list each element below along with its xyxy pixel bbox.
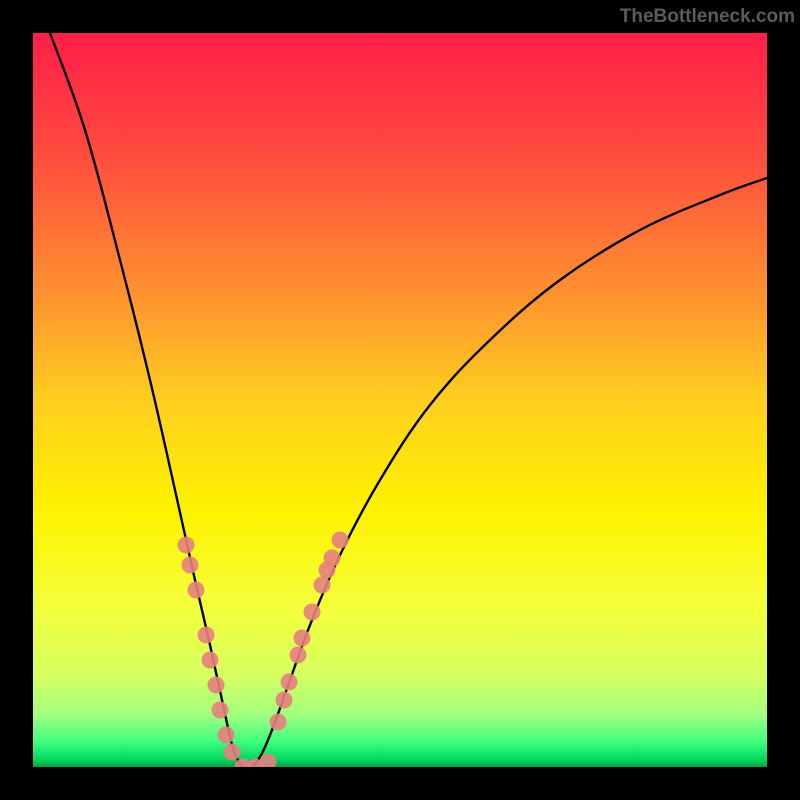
data-marker: [332, 532, 349, 549]
chart-svg: TheBottleneck.com: [0, 0, 800, 800]
data-marker: [270, 714, 287, 731]
data-marker: [294, 630, 311, 647]
bottleneck-chart: TheBottleneck.com: [0, 0, 800, 800]
data-marker: [276, 692, 293, 709]
data-marker: [324, 550, 341, 567]
data-marker: [212, 702, 229, 719]
data-marker: [314, 577, 331, 594]
data-marker: [281, 674, 298, 691]
data-marker: [198, 627, 215, 644]
data-marker: [188, 582, 205, 599]
data-marker: [178, 537, 195, 554]
watermark-text: TheBottleneck.com: [620, 6, 795, 27]
data-marker: [218, 727, 235, 744]
data-marker: [182, 557, 199, 574]
data-marker: [304, 604, 321, 621]
data-marker: [208, 677, 225, 694]
data-marker: [290, 647, 307, 664]
data-marker: [202, 652, 219, 669]
plot-area: [33, 33, 767, 767]
data-marker: [224, 744, 241, 761]
